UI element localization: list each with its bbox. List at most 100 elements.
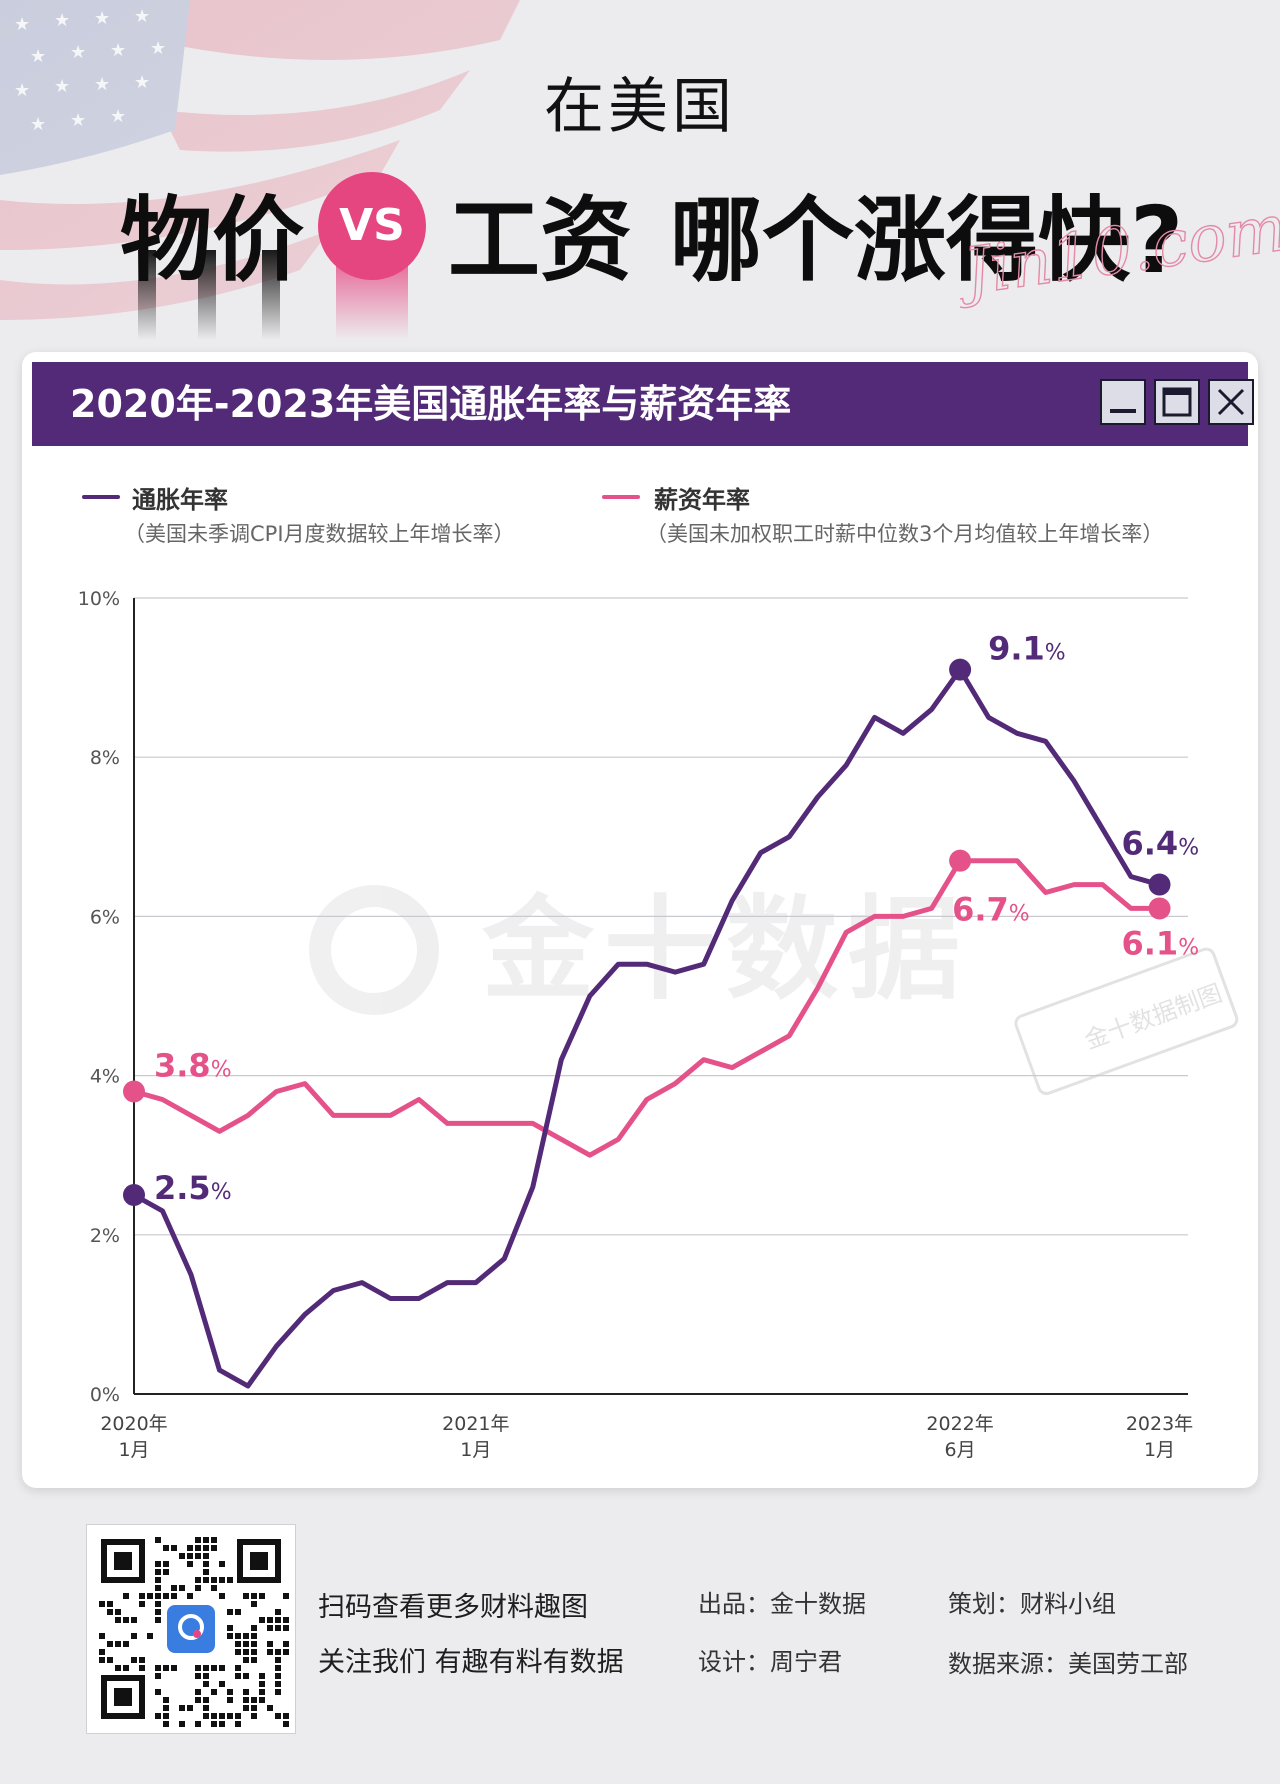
qr-module (283, 1625, 289, 1631)
qr-module (275, 1689, 281, 1695)
qr-module (259, 1697, 265, 1703)
qr-module (195, 1673, 201, 1679)
qr-module (155, 1593, 161, 1599)
qr-module (155, 1617, 161, 1623)
qr-module (123, 1665, 129, 1671)
qr-module (115, 1641, 121, 1647)
maximize-icon (1154, 379, 1200, 425)
qr-module (243, 1705, 249, 1711)
qr-module (227, 1577, 233, 1583)
qr-module (203, 1553, 209, 1559)
wage-line (131, 858, 1162, 1158)
qr-module (195, 1689, 201, 1695)
qr-module (195, 1585, 201, 1591)
qr-module (227, 1625, 233, 1631)
qr-module (275, 1609, 281, 1615)
y-tick-label: 2% (90, 1225, 120, 1247)
inflation-point (123, 1184, 145, 1206)
qr-module (235, 1721, 241, 1727)
wage-point (123, 1080, 145, 1103)
qr-module (195, 1553, 201, 1559)
qr-module (267, 1649, 273, 1655)
qr-module (203, 1673, 209, 1679)
qr-module (163, 1569, 169, 1575)
qr-module (203, 1537, 209, 1543)
qr-module (123, 1593, 129, 1599)
qr-module (139, 1601, 145, 1607)
qr-module (235, 1609, 241, 1615)
vs-badge: VS (318, 172, 426, 280)
chart-title: 2020年-2023年美国通胀年率与薪资年率 (70, 382, 792, 426)
x-tick-label: 1月 (118, 1439, 149, 1461)
header-title: 物价 工资 哪个涨得快? (0, 166, 1280, 294)
data-label: 6.4% (1122, 825, 1200, 863)
qr-module (187, 1705, 193, 1711)
qr-module (243, 1657, 249, 1663)
legend-note-inflation: （美国未季调CPI月度数据较上年增长率） (124, 522, 515, 546)
qr-module (155, 1585, 161, 1591)
qr-module (139, 1657, 145, 1663)
watermark-logo: 金十数据 (309, 885, 970, 1015)
data-label: 9.1% (988, 630, 1066, 668)
qr-module (163, 1705, 169, 1711)
qr-module (251, 1641, 257, 1647)
qr-module (179, 1553, 185, 1559)
qr-module (251, 1633, 257, 1639)
qr-module (235, 1649, 241, 1655)
qr-module (267, 1617, 273, 1623)
qr-module (107, 1657, 113, 1663)
data-label: 6.7% (952, 891, 1030, 929)
qr-module (283, 1721, 289, 1727)
title-question: 哪个涨得快? (670, 187, 1184, 294)
qr-module (155, 1569, 161, 1575)
qr-module (115, 1617, 121, 1623)
qr-module (267, 1625, 273, 1631)
scan-prompt: 扫码查看更多财料趣图 (318, 1592, 588, 1623)
credit-source: 数据来源：美国劳工部 (948, 1650, 1188, 1678)
qr-module (123, 1641, 129, 1647)
minimize-icon (1100, 379, 1146, 425)
wage-point (1148, 897, 1171, 920)
qr-module (227, 1609, 233, 1615)
qr-module (163, 1561, 169, 1567)
qr-code[interactable] (86, 1524, 296, 1734)
y-tick-label: 4% (90, 1066, 120, 1088)
qr-module (171, 1593, 177, 1599)
qr-module (275, 1713, 281, 1719)
qr-module (211, 1577, 217, 1583)
y-tick-label: 10% (78, 588, 120, 610)
qr-module (211, 1689, 217, 1695)
qr-module (251, 1601, 257, 1607)
qr-module (155, 1689, 161, 1695)
qr-module (275, 1665, 281, 1671)
qr-module (275, 1617, 281, 1623)
qr-module (203, 1681, 209, 1687)
qr-module (147, 1633, 153, 1639)
qr-module (243, 1593, 249, 1599)
watermark-brand: 金十数据 (481, 885, 970, 1015)
title-word-wages: 工资 (448, 187, 633, 294)
qr-module (235, 1665, 241, 1671)
qr-module (251, 1713, 257, 1719)
qr-module (243, 1697, 249, 1703)
qr-module (203, 1713, 209, 1719)
qr-module (283, 1713, 289, 1719)
qr-module (259, 1689, 265, 1695)
title-shadow-decoration (262, 250, 280, 340)
y-tick-label: 0% (90, 1384, 120, 1406)
qr-module (155, 1537, 161, 1543)
qr-module (251, 1649, 257, 1655)
credit-planner: 策划：财料小组 (948, 1590, 1116, 1618)
x-tick-label: 2020年 (100, 1413, 167, 1435)
qr-module (195, 1697, 201, 1703)
qr-module (163, 1665, 169, 1671)
qr-module (283, 1641, 289, 1647)
close-icon (1208, 379, 1254, 425)
qr-module (235, 1673, 241, 1679)
qr-module (187, 1561, 193, 1567)
qr-module (251, 1593, 257, 1599)
x-tick-label: 6月 (945, 1439, 976, 1461)
qr-module (139, 1593, 145, 1599)
qr-module (219, 1577, 225, 1583)
x-tick-label: 2021年 (442, 1413, 509, 1435)
